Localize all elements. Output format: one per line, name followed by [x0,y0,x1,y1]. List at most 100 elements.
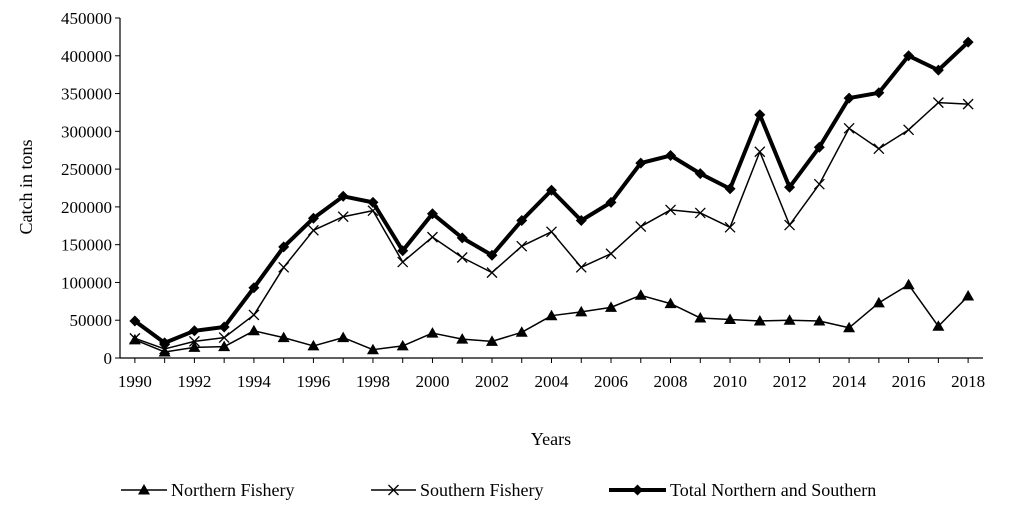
axes: 0 50000 100000 150000 200000 250000 300000 3500… [61,9,985,391]
northern-fishery-point [605,301,618,312]
total-northern-southern-point [278,241,290,253]
x-marker-stroke [724,221,736,233]
northern-fishery-point [366,343,379,355]
total-northern-southern-point [575,214,587,226]
y-tick-label: 350000 [61,85,112,104]
x-tick-label: 2004 [535,372,570,391]
southern-fishery-point [456,252,468,263]
northern-fishery-point [277,331,290,343]
southern-fishery-point [903,124,915,136]
series-layer [128,36,975,357]
total-northern-southern-point [188,325,200,337]
northern-fishery-point [247,324,260,336]
northern-fishery-point [962,290,975,301]
x-marker-stroke [932,97,944,109]
total-northern-southern-point [456,232,468,244]
y-tick-label: 300000 [61,122,112,141]
northern-fishery-point [396,339,409,351]
southern-fishery-point [932,97,944,109]
northern-fishery-point [218,340,231,352]
legend-label: Total Northern and Southern [670,480,876,500]
total-northern-southern-point [962,36,974,48]
x-marker-stroke [427,231,438,243]
series-northern-fishery [128,278,975,357]
legend-item-total-northern-southern: Total Northern and Southern [609,480,876,500]
x-tick-label: 2016 [892,372,926,391]
y-tick-label: 250000 [61,160,112,179]
northern-fishery-point [813,314,826,326]
southern-fishery-point [307,224,319,236]
x-tick-label: 1998 [356,372,390,391]
total-northern-southern-point [635,157,647,169]
x-marker-stroke [248,309,260,321]
x-tick-label: 2010 [713,372,747,391]
northern-fishery-point [664,297,677,309]
northern-fishery-point [545,309,558,321]
y-tick-label: 150000 [61,236,112,255]
total-northern-southern-point [694,168,706,180]
northern-fishery-point [158,345,171,357]
southern-fishery-point [248,309,260,321]
y-tick-label: 0 [104,349,113,368]
northern-fishery-point [694,311,707,323]
y-tick-label: 450000 [61,9,112,28]
series-southern-fishery [129,97,974,355]
x-marker-stroke [754,146,766,158]
x-tick-label: 2002 [475,372,509,391]
southern-fishery-point [694,207,706,219]
x-tick-label: 2006 [594,372,628,391]
northern-fishery-point [456,333,469,344]
northern-fishery-point [932,320,945,331]
x-marker-stroke [605,248,617,260]
total-northern-southern-point [516,214,528,226]
southern-fishery-point [516,240,528,252]
southern-fishery-point [635,221,647,232]
x-marker-stroke [397,256,409,268]
x-marker-stroke [516,240,528,252]
x-tick-label: 1990 [118,372,152,391]
legend: Northern Fishery Southern Fishery Total No… [121,480,876,500]
total-northern-southern-point [159,337,171,349]
legend-marker [388,484,399,496]
x-marker-stroke [159,343,171,355]
total-northern-southern-point [367,196,379,208]
total-northern-southern-point [307,212,319,224]
northern-fishery-point [783,314,796,325]
northern-fishery-point [575,305,588,317]
x-marker-stroke [337,211,349,223]
southern-fishery-point [337,211,349,223]
total-northern-southern-point [129,315,141,327]
x-marker-stroke [188,335,200,347]
total-northern-southern-point [724,183,736,195]
x-tick-label: 1992 [177,372,211,391]
northern-fishery-point [337,331,350,343]
legend-marker [138,484,150,495]
y-tick-label: 200000 [61,198,112,217]
total-northern-southern-point [813,141,825,153]
x-marker-stroke [873,143,885,155]
total-northern-southern-point [426,208,438,220]
y-tick-label: 100000 [61,273,112,292]
total-northern-southern-point [903,50,915,62]
x-marker-stroke [456,252,468,263]
x-marker-stroke [278,261,290,273]
total-northern-southern-point [337,190,349,202]
x-tick-label: 2008 [654,372,688,391]
x-tick-label: 1994 [237,372,272,391]
total-northern-southern-point [605,196,617,208]
total-northern-southern-point [397,245,409,257]
northern-fishery-point [515,326,528,337]
southern-fishery-point [784,219,796,231]
southern-fishery-point [486,267,498,279]
southern-fishery-point [665,204,676,216]
x-marker-stroke [575,261,587,273]
northern-fishery-point [843,321,856,333]
southern-fishery-point [278,261,290,273]
legend-item-northern-fishery: Northern Fishery [121,480,294,500]
x-tick-label: 2000 [415,372,449,391]
x-marker-stroke [635,221,647,232]
legend-marker [632,484,643,496]
northern-fishery-point [426,327,439,338]
total-northern-southern-point [843,92,855,104]
